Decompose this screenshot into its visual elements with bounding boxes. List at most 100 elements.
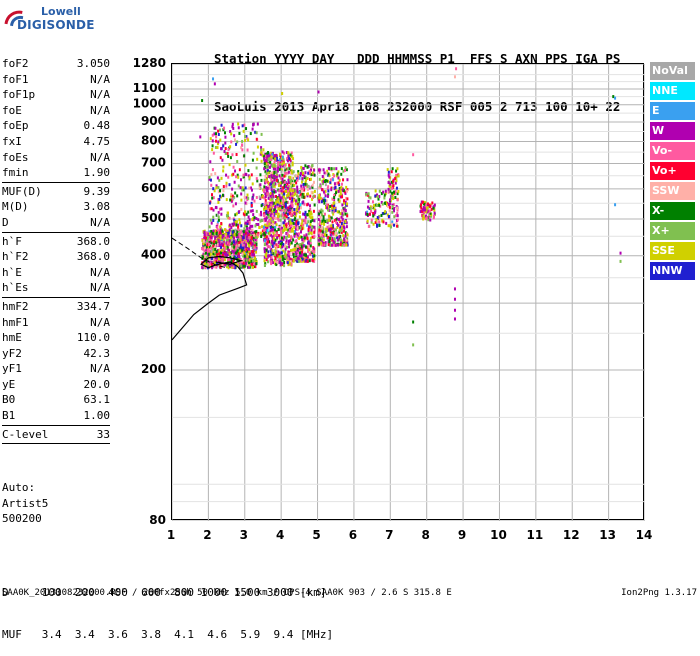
echo-point [291,198,294,202]
echo-point [310,228,313,232]
echo-point [291,211,294,215]
echo-point [225,238,228,242]
echo-point [340,228,343,232]
echo-point [327,189,330,193]
echo-point [291,163,294,167]
echo-point [288,221,291,225]
echo-point [287,254,290,258]
echo-point [268,208,271,212]
echo-point [302,226,305,230]
echo-point [270,151,273,155]
echo-point [390,186,393,190]
param-name: C-level [2,427,49,441]
muf-row: MUF 3.4 3.4 3.6 3.8 4.1 4.6 5.9 9.4 [MHz… [2,628,334,641]
header-line2: SaoLuis 2013 Apr18 108 232000 RSF 005 2 … [214,99,621,114]
echo-point [339,195,342,199]
echo-point [295,181,298,185]
y-tick-label: 900 [141,114,166,128]
echo-point [270,155,273,159]
echo-point [220,222,223,226]
echo-point [393,215,396,219]
echo-point [296,178,299,182]
echo-point [292,229,295,233]
echo-point [341,217,344,221]
echo-point [387,215,390,219]
echo-point [293,188,296,192]
echo-point [225,236,228,240]
x-tick-label: 7 [385,528,393,542]
echo-point [209,218,212,222]
echo-point [222,169,225,173]
echo-point [321,230,324,234]
echo-point [320,226,323,230]
echo-point [262,188,265,192]
echo-point [242,254,245,258]
echo-point [214,132,217,136]
echo-point [267,157,270,161]
echo-point [327,235,330,239]
param-value: N/A [90,103,110,117]
echo-point [333,240,336,244]
echo-point [233,245,236,249]
echo-point [255,166,258,170]
echo-point [338,194,341,198]
echo-point [247,169,250,173]
echo-point [324,220,327,224]
param-row: fxI 4.75 [2,134,110,150]
echo-point [366,219,369,223]
echo-point [224,151,227,155]
echo-point [284,180,287,184]
echo-point [272,195,275,199]
echo-point [338,183,341,187]
echo-point [453,317,456,321]
echo-point [283,264,286,268]
echo-point [288,252,291,256]
echo-point [311,185,314,189]
echo-point [302,200,305,204]
echo-point [614,203,617,207]
echo-point [284,185,287,189]
echo-point [247,239,250,243]
echo-point [429,218,432,222]
y-tick-label: 500 [141,211,166,225]
echo-point [282,257,285,261]
echo-point [289,224,292,228]
echo-point [390,170,393,174]
echo-point [338,228,341,232]
echo-point [229,130,232,134]
echo-point [289,196,292,200]
echo-point [372,200,375,204]
echo-point [219,194,222,198]
echo-point [266,244,269,248]
echo-point [294,202,297,206]
echo-point [306,213,309,217]
echo-point [396,192,399,196]
echo-point [339,216,342,220]
echo-point [345,225,348,229]
echo-point [253,241,256,245]
echo-point [227,147,230,151]
echo-point [344,234,347,238]
echo-point [331,186,334,190]
echo-point [237,225,240,229]
echo-point [227,248,230,252]
echo-point [277,218,280,222]
echo-point [311,197,314,201]
echo-point [345,168,348,172]
param-row: foEp 0.48 [2,118,110,134]
echo-point [288,242,291,246]
echo-point [430,207,433,211]
echo-point [264,262,267,266]
echo-point [279,181,282,185]
echo-point [242,235,245,239]
echo-point [344,209,347,213]
echo-point [313,180,316,184]
echo-point [278,227,281,231]
echo-point [372,206,375,210]
echo-point [342,199,345,203]
echo-point [391,210,394,214]
echo-point [321,209,324,213]
echo-point [388,198,391,202]
echo-point [275,233,278,237]
echo-point [238,243,241,247]
